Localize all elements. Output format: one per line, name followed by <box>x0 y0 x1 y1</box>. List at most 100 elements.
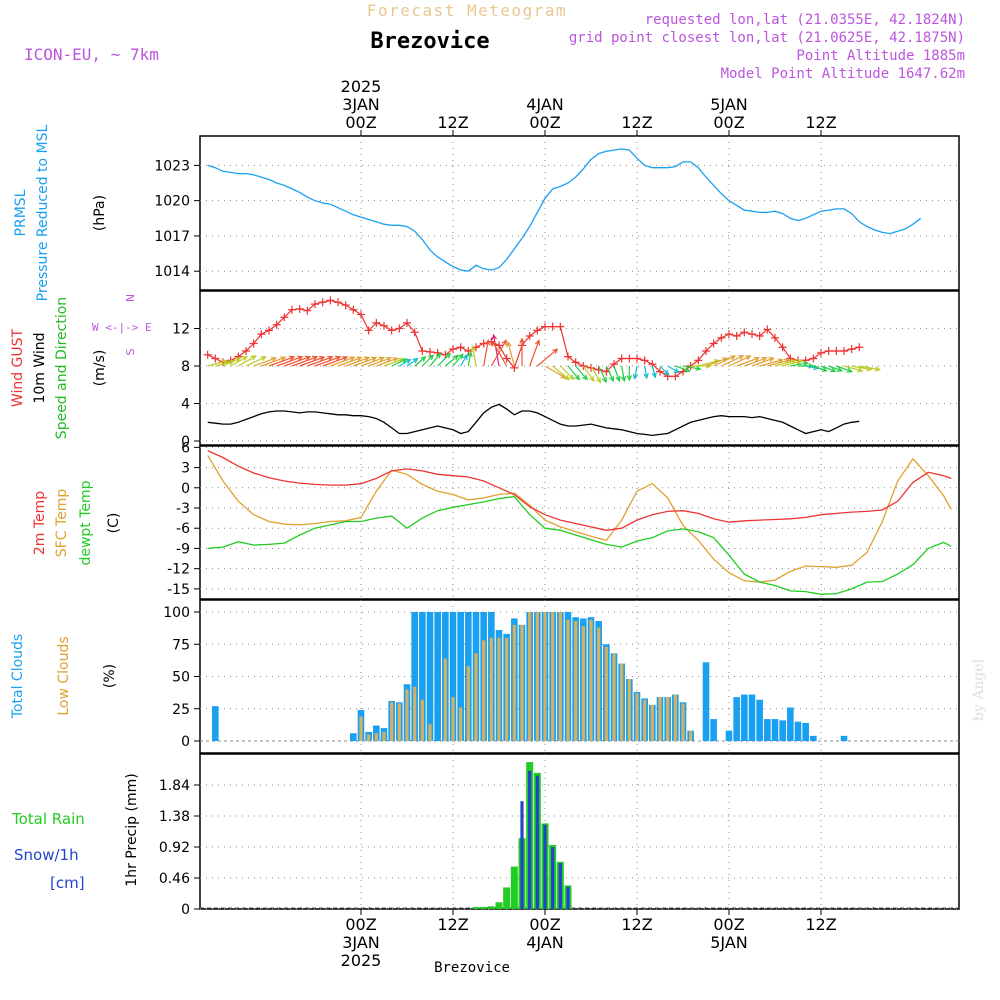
time-axis: 00Z 00Z 12Z 12Z 00Z 00Z 12Z 12Z 00Z 00Z 12Z 12Z 3JAN… <box>341 77 837 970</box>
snow-label: Snow/1h <box>14 846 79 864</box>
gust-point <box>763 325 772 334</box>
wind-direction-arrow <box>376 357 399 367</box>
compass-n-label: N <box>124 294 137 302</box>
rain-bar <box>503 887 511 909</box>
y-tick-label-temperature: 0 <box>181 481 190 497</box>
gust-point <box>617 354 626 363</box>
wind-direction-arrow <box>626 366 633 382</box>
y-tick-label-clouds: 25 <box>172 702 190 718</box>
wind-direction-arrow <box>582 365 595 383</box>
rain-bar <box>480 906 488 909</box>
wind-direction-arrow <box>506 340 515 367</box>
gust-point <box>671 372 680 381</box>
y-tick-label-precip: 0.92 <box>159 840 190 856</box>
wind-direction-arrow <box>414 356 427 367</box>
low-cloud-bar <box>443 658 447 741</box>
wind-direction-arrow <box>659 365 670 376</box>
y-tick-label-pressure: 1014 <box>154 264 190 280</box>
gust-point <box>702 347 710 355</box>
bottom-date-label: 5JAN <box>710 933 748 952</box>
panel-labels: PRMSL Pressure Reduced to MSL (hPa) Wind GU… <box>10 124 152 892</box>
total-clouds-label: Total Clouds <box>10 634 26 719</box>
low-cloud-bar <box>405 689 409 741</box>
wind-direction-arrow <box>437 352 452 367</box>
gust-point <box>242 347 250 355</box>
clouds-unit-label: (%) <box>102 664 118 688</box>
wind-direction-arrow <box>276 355 304 367</box>
total-cloud-bar <box>810 735 817 741</box>
wind-direction-arrow <box>575 365 588 381</box>
low-cloud-bar <box>589 619 593 741</box>
wind-direction-arrow <box>813 365 828 372</box>
pressure-line <box>207 148 922 272</box>
gust-point <box>203 350 212 359</box>
gust-point <box>824 347 833 355</box>
gust-point <box>778 343 787 352</box>
wind-direction-arrow <box>567 365 581 381</box>
y-tick-label-temperature: -6 <box>176 521 190 537</box>
snow-bar <box>535 775 539 909</box>
low-cloud-bar <box>474 653 478 741</box>
rain-bar <box>510 866 518 909</box>
low-cloud-bar <box>451 697 455 741</box>
top-tick-label: 12Z <box>621 113 652 132</box>
wind-direction-arrow <box>444 354 459 367</box>
total-cloud-bar <box>733 697 740 741</box>
gust-point <box>502 354 511 363</box>
gust-point <box>364 326 373 335</box>
low-cloud-bar <box>558 612 562 741</box>
y-tick-label-clouds: 100 <box>163 605 190 621</box>
gust-point <box>295 304 304 313</box>
gust-point <box>418 347 427 355</box>
wind-direction-arrow <box>559 365 575 381</box>
wind-direction-arrow <box>519 337 525 366</box>
gust-point <box>709 339 718 348</box>
gust-point <box>840 347 848 355</box>
wind-dir-label: Speed and Direction <box>54 297 70 439</box>
wind-direction-arrow <box>536 348 559 367</box>
temp2m-label: 2m Temp <box>32 491 48 555</box>
wind-direction-arrow <box>253 356 278 367</box>
total-cloud-bar <box>457 612 464 741</box>
wind-direction-arrow <box>360 356 386 367</box>
rain-bar <box>472 906 480 909</box>
wind-direction-arrow <box>245 356 268 367</box>
wind-direction-arrow <box>736 356 761 367</box>
dewpt-label: dewpt Temp <box>78 480 94 565</box>
header: Forecast Meteogram Brezovice ICON-EU, ~ … <box>24 1 987 976</box>
low-cloud-bar <box>489 637 493 741</box>
wind-direction-arrow <box>368 356 393 367</box>
top-tick-label: 00Z <box>345 113 376 132</box>
y-tick-label-temperature: -3 <box>176 501 190 517</box>
total-cloud-bar <box>212 706 219 741</box>
chart-title: Forecast Meteogram <box>367 1 567 20</box>
gust-point <box>717 333 726 342</box>
gust-point <box>548 322 557 331</box>
total-cloud-bar <box>411 612 418 741</box>
rain-bar <box>487 906 495 909</box>
bottom-tick-label: 12Z <box>621 915 652 934</box>
low-cloud-bar <box>359 716 363 741</box>
panel-frame-precip <box>199 753 960 910</box>
wind-direction-arrow <box>682 365 702 371</box>
gust-point <box>334 298 342 307</box>
wind-direction-arrow <box>651 365 657 379</box>
y-tick-label-wind: 4 <box>181 397 190 413</box>
total-cloud-bar <box>787 707 794 741</box>
low-cloud-bar <box>689 730 693 741</box>
wind-direction-arrow <box>406 357 419 367</box>
gust-point <box>280 313 289 322</box>
snow-bar <box>528 770 532 909</box>
wind-direction-arrow <box>230 355 249 367</box>
wind-direction-arrow <box>261 356 287 367</box>
total-cloud-bar <box>702 662 710 741</box>
gust-point <box>357 310 365 319</box>
total-cloud-bar <box>725 730 733 741</box>
location-title: Brezovice <box>370 29 489 54</box>
wind-direction-arrow <box>751 357 775 367</box>
low-cloud-bar <box>382 731 386 741</box>
low-cloud-bar <box>627 679 631 741</box>
gust-point <box>311 300 319 309</box>
low-cloud-bar <box>512 624 516 741</box>
